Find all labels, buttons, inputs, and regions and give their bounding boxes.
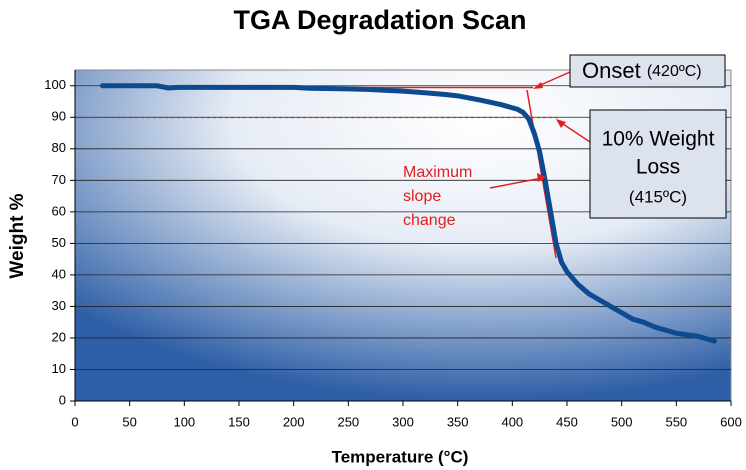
- y-tick-label: 40: [52, 266, 66, 281]
- x-axis-label: Temperature (°C): [332, 447, 469, 466]
- x-tick-label: 600: [720, 414, 742, 429]
- onset-arrowhead: [533, 82, 543, 89]
- chart-title: TGA Degradation Scan: [233, 5, 526, 35]
- loss-arrow: [559, 121, 591, 143]
- loss-box: [589, 109, 727, 219]
- x-tick-label: 350: [447, 414, 469, 429]
- y-tick-label: 100: [44, 77, 66, 92]
- loss-arrowhead: [556, 119, 566, 128]
- slope-label: slope: [403, 188, 441, 205]
- slope-arrow: [489, 177, 543, 189]
- slope-arrowhead: [537, 173, 546, 182]
- x-tick-label: 200: [283, 414, 305, 429]
- y-tick-label: 90: [52, 109, 66, 124]
- slope-label: Maximum: [403, 164, 472, 181]
- loss-label: (415ºC): [629, 187, 687, 206]
- loss-label: Loss: [636, 156, 680, 179]
- x-tick-label: 100: [173, 414, 195, 429]
- data-line: [99, 83, 718, 344]
- x-tick-label: 550: [665, 414, 687, 429]
- x-tick-label: 0: [71, 414, 78, 429]
- curve-layer: [99, 83, 718, 344]
- y-tick-label: 0: [59, 392, 66, 407]
- onset-label: Onset (420ºC): [582, 58, 702, 83]
- x-tick-label: 450: [556, 414, 578, 429]
- y-tick-label: 60: [52, 203, 66, 218]
- y-tick-label: 20: [52, 329, 66, 344]
- y-tick-label: 10: [52, 361, 66, 376]
- y-axis-label: Weight %: [7, 193, 28, 278]
- x-tick-label: 50: [122, 414, 136, 429]
- x-tick-label: 500: [611, 414, 633, 429]
- y-tick-label: 80: [52, 140, 66, 155]
- onset-box: [569, 54, 726, 88]
- x-tick-label: 400: [501, 414, 523, 429]
- y-tick-label: 50: [52, 235, 66, 250]
- loss-label: 10% Weight: [602, 128, 715, 151]
- x-tick-label: 150: [228, 414, 250, 429]
- y-tick-label: 70: [52, 172, 66, 187]
- x-tick-label: 250: [337, 414, 359, 429]
- y-tick-label: 30: [52, 298, 66, 313]
- slope-label: change: [403, 212, 456, 229]
- x-tick-label: 300: [392, 414, 414, 429]
